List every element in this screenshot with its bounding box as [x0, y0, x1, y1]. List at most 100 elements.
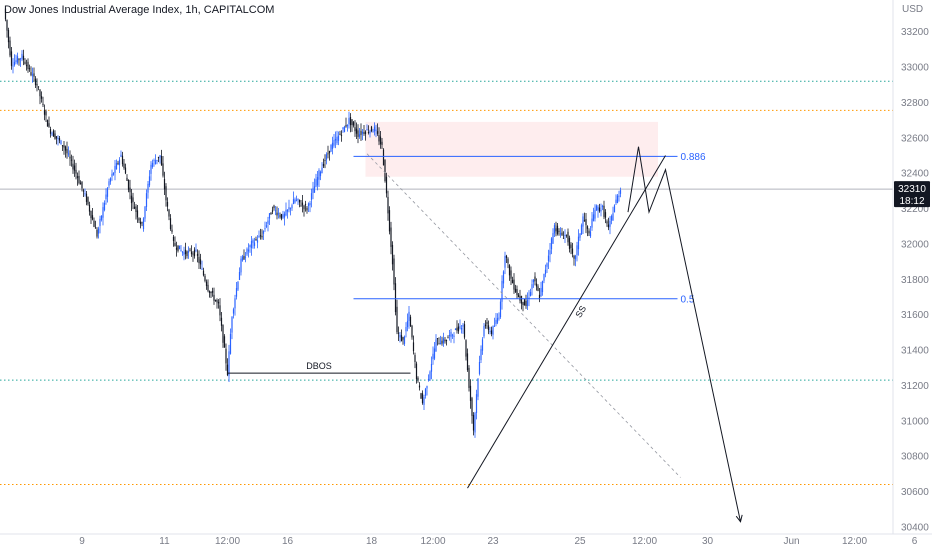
candle-body: [250, 241, 253, 249]
candle-body: [520, 295, 523, 304]
candle-body: [453, 335, 455, 337]
candle-body: [559, 233, 562, 235]
candle-body: [72, 163, 74, 170]
candle-body: [580, 225, 583, 235]
candle-body: [591, 218, 593, 228]
candle-body: [604, 212, 607, 218]
candle-body: [426, 386, 428, 389]
candle-body: [372, 131, 374, 133]
last-price-value: 32310: [898, 184, 926, 195]
candle-body: [513, 279, 515, 290]
candle-body: [607, 224, 610, 228]
candle-body: [573, 255, 575, 259]
candle-body: [354, 127, 356, 132]
candle-body: [145, 193, 148, 207]
candle-body: [190, 251, 193, 255]
candle-body: [618, 195, 620, 197]
candle-body: [22, 55, 25, 60]
candle-body: [279, 215, 281, 217]
candle-body: [483, 326, 485, 337]
candle-body: [45, 111, 47, 116]
candle-body: [67, 153, 70, 155]
candle-body: [406, 320, 409, 327]
candle-body: [253, 242, 256, 246]
candle-body: [151, 162, 154, 168]
candle-body: [138, 218, 140, 221]
candle-body: [271, 210, 274, 212]
candle-body: [367, 131, 370, 133]
candle-body: [303, 205, 305, 210]
candle-body: [297, 199, 299, 201]
dbos-label: DBOS: [306, 361, 332, 371]
candle-body: [321, 167, 323, 174]
candle-body: [522, 302, 524, 306]
candle-body: [379, 136, 382, 145]
candle-body: [594, 209, 596, 219]
candle-body: [561, 232, 563, 236]
candle-body: [84, 193, 86, 195]
candle-body: [262, 231, 265, 234]
candle-body: [117, 162, 119, 164]
candle-body: [438, 343, 440, 345]
price-tick-label: 30800: [901, 452, 929, 463]
candle-body: [285, 209, 287, 216]
candle-body: [49, 129, 52, 134]
candle-body: [264, 228, 266, 230]
candle-body: [36, 83, 38, 86]
candle-body: [567, 231, 569, 243]
candle-body: [34, 78, 37, 86]
candle-body: [429, 371, 431, 380]
candle-body: [142, 218, 145, 230]
candle-body: [306, 207, 308, 211]
supply-zone: [365, 121, 658, 177]
price-tick-label: 32000: [901, 239, 929, 250]
candle-body: [304, 203, 307, 206]
candle-body: [64, 146, 67, 151]
candle-body: [474, 413, 476, 433]
candle-body: [331, 142, 334, 149]
candle-body: [154, 160, 157, 165]
candle-body: [361, 131, 364, 134]
candle-body: [15, 60, 17, 63]
candle-body: [534, 276, 536, 282]
candle-body: [612, 213, 614, 221]
candle-body: [526, 300, 529, 306]
candle-body: [54, 133, 56, 139]
projection-path: [627, 146, 741, 522]
time-tick-label: 25: [574, 536, 586, 547]
time-tick-label: Jun: [783, 536, 799, 547]
candle-body: [427, 378, 430, 381]
price-tick-label: 32600: [901, 133, 929, 144]
candle-body: [543, 273, 545, 281]
candle-body: [391, 244, 394, 265]
candle-body: [465, 340, 467, 357]
candle-body: [211, 290, 214, 293]
candle-body: [94, 227, 97, 229]
price-tick-label: 31200: [901, 381, 929, 392]
candle-body: [339, 133, 341, 135]
candle-body: [387, 196, 389, 214]
candle-body: [516, 289, 518, 296]
time-tick-label: 12:00: [632, 536, 657, 547]
candle-body: [336, 136, 338, 144]
candle-body: [351, 119, 353, 126]
candle-body: [355, 128, 358, 134]
candle-body: [159, 155, 161, 158]
candle-body: [225, 348, 227, 364]
candle-body: [100, 215, 103, 220]
candle-body: [477, 378, 479, 397]
candle-body: [51, 133, 53, 135]
candle-body: [327, 153, 329, 155]
candle-body: [462, 325, 464, 327]
candle-body: [268, 213, 271, 219]
candle-body: [300, 205, 302, 207]
candle-body: [414, 355, 416, 363]
candle-body: [528, 297, 530, 299]
candle-body: [463, 324, 466, 338]
candle-body: [123, 163, 125, 169]
support-trendline: [467, 155, 666, 489]
candle-body: [33, 73, 35, 77]
candle-body: [436, 338, 439, 340]
projection-arrowhead: [735, 514, 743, 523]
